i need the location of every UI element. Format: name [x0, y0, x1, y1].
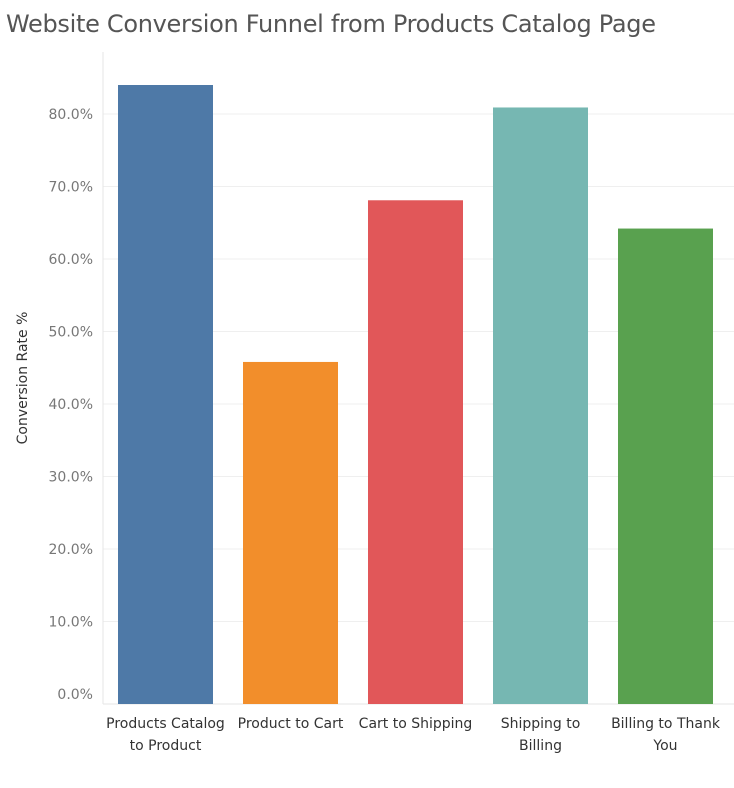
y-tick-label: 70.0% [49, 180, 93, 196]
category-label: Billing to Thank [611, 716, 721, 732]
y-tick-label: 40.0% [49, 397, 93, 413]
bar [493, 107, 588, 705]
y-tick-label: 0.0% [57, 687, 93, 703]
y-axis-ticks: 0.0% 10.0% 20.0% 30.0% 40.0% 50.0% 60.0% 70.0% 8… [49, 107, 93, 703]
bar [118, 85, 213, 704]
bar [243, 361, 338, 704]
y-tick-label: 80.0% [49, 107, 93, 123]
y-tick-label: 10.0% [49, 615, 93, 631]
category-label: Shipping to [501, 716, 581, 732]
chart-title: Website Conversion Funnel from Products … [6, 10, 656, 38]
y-tick-label: 60.0% [49, 252, 93, 268]
category-label: You [652, 738, 677, 754]
bar [618, 228, 713, 705]
bars [118, 85, 713, 705]
y-tick-label: 30.0% [49, 470, 93, 486]
category-label: Cart to Shipping [359, 716, 473, 732]
x-axis-categories: Products Catalog to Product Product to Car… [106, 716, 721, 754]
y-axis-label: Conversion Rate % [15, 312, 31, 445]
category-label: Products Catalog [106, 716, 225, 732]
category-label: Product to Cart [238, 716, 344, 732]
y-tick-label: 20.0% [49, 542, 93, 558]
category-label: Billing [519, 738, 562, 754]
bar [368, 200, 463, 704]
category-label: to Product [130, 738, 202, 754]
y-tick-label: 50.0% [49, 325, 93, 341]
